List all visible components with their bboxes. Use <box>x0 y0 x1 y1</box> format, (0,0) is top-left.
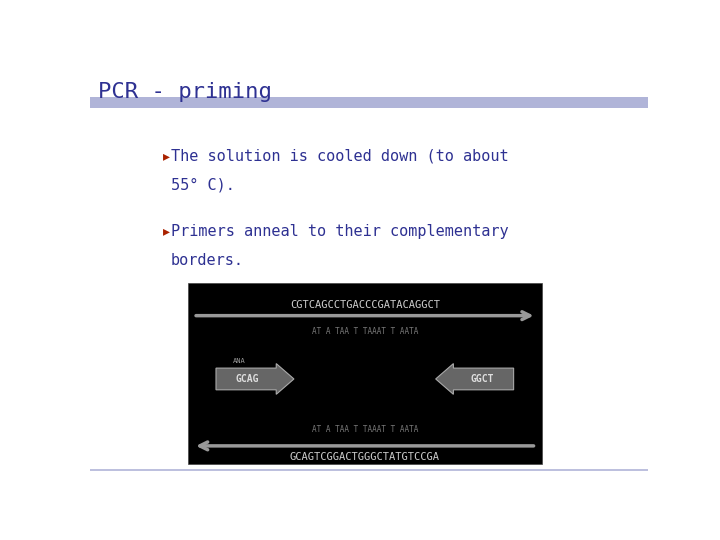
FancyArrow shape <box>436 363 513 394</box>
Text: ANA: ANA <box>233 358 246 364</box>
Text: ▸: ▸ <box>163 149 169 163</box>
Text: AT A TAA T TAAAT T AATA: AT A TAA T TAAAT T AATA <box>312 327 418 336</box>
Text: ▸: ▸ <box>163 224 169 238</box>
Text: 55° C).: 55° C). <box>171 178 235 193</box>
Text: The solution is cooled down (to about: The solution is cooled down (to about <box>171 149 508 164</box>
Text: GCAGTCGGACTGGGCTATGTCCGA: GCAGTCGGACTGGGCTATGTCCGA <box>290 452 440 462</box>
FancyBboxPatch shape <box>188 283 542 464</box>
FancyBboxPatch shape <box>90 97 648 109</box>
Text: PCR - priming: PCR - priming <box>99 82 272 102</box>
Text: GCAG: GCAG <box>235 374 259 384</box>
Text: AT A TAA T TAAAT T AATA: AT A TAA T TAAAT T AATA <box>312 425 418 434</box>
Text: borders.: borders. <box>171 253 244 268</box>
Text: Primers anneal to their complementary: Primers anneal to their complementary <box>171 224 508 239</box>
FancyArrow shape <box>216 363 294 394</box>
Text: GGCT: GGCT <box>471 374 494 384</box>
Text: CGTCAGCCTGACCCGATACAGGCT: CGTCAGCCTGACCCGATACAGGCT <box>290 300 440 310</box>
